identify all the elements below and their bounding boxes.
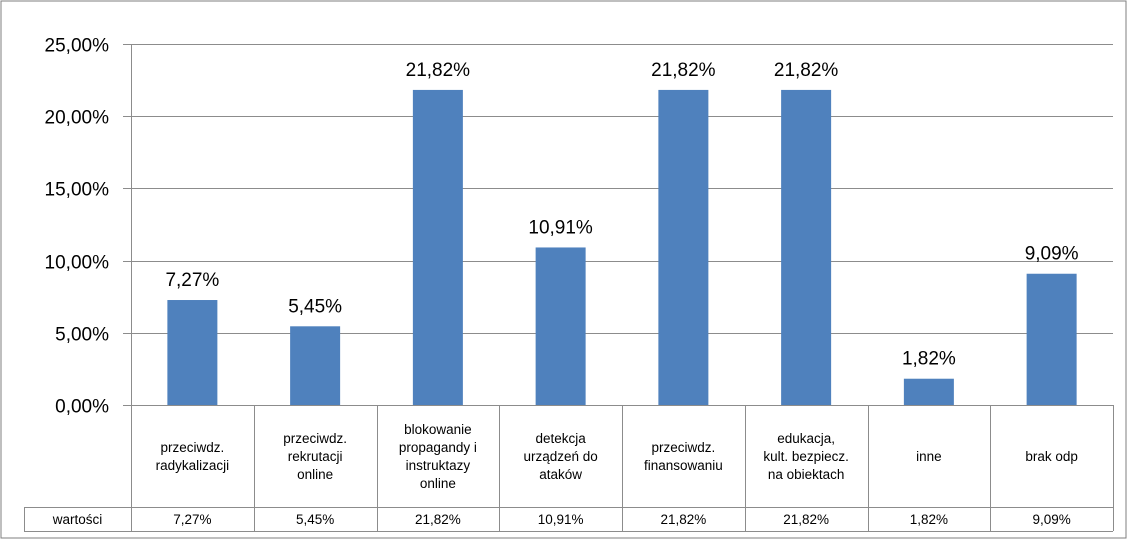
- category-label-line: detekcja: [535, 431, 586, 446]
- category-label: brak odp: [1025, 449, 1078, 464]
- table-value-cell: 1,82%: [910, 512, 948, 527]
- bar: [1026, 273, 1077, 405]
- category-label-line: na obiektach: [768, 467, 845, 482]
- category-label: edukacja, kult. bezpiecz. na obiektach: [763, 431, 849, 482]
- table-value-cell: 10,91%: [538, 512, 584, 527]
- bar: [535, 247, 586, 405]
- category-label-line: ataków: [539, 467, 582, 482]
- category-label-line: przeciwdz.: [283, 431, 347, 446]
- category-label: detekcja urządzeń do ataków: [523, 431, 597, 482]
- category-label-line: inne: [916, 449, 942, 464]
- data-table: wartości przeciwdz. radykalizacji 7,27% prze…: [24, 405, 1114, 532]
- category-label-line: instruktazy: [406, 458, 471, 473]
- category-label-line: finansowaniu: [644, 458, 723, 473]
- data-label: 5,45%: [288, 296, 342, 317]
- category-label: przeciwdz. radykalizacji: [156, 440, 230, 473]
- data-label: 10,91%: [528, 217, 593, 238]
- y-tick-label: 5,00%: [55, 325, 109, 346]
- y-tick-label: 20,00%: [45, 108, 110, 129]
- category-label: przeciwdz. finansowaniu: [644, 440, 723, 473]
- category-label-line: kult. bezpiecz.: [763, 449, 849, 464]
- data-label: 9,09%: [1025, 244, 1079, 265]
- data-label: 1,82%: [902, 349, 956, 370]
- table-value-cell: 21,82%: [783, 512, 829, 527]
- category-label-line: propagandy i: [399, 440, 477, 455]
- table-value-cell: 21,82%: [415, 512, 461, 527]
- y-tick-label: 25,00%: [45, 36, 110, 57]
- bars: [167, 89, 1077, 406]
- category-label-line: przeciwdz.: [651, 440, 715, 455]
- table-value-cell: 5,45%: [296, 512, 334, 527]
- category-label-line: urządzeń do: [523, 449, 597, 464]
- y-tick-label: 15,00%: [45, 180, 110, 201]
- category-label: przeciwdz. rekrutacji online: [283, 431, 347, 482]
- gridlines: [123, 44, 1113, 507]
- y-tick-label: 10,00%: [45, 253, 110, 274]
- data-label: 7,27%: [165, 270, 219, 291]
- category-label-line: rekrutacji: [288, 449, 343, 464]
- category-label: blokowanie propagandy i instruktazy online: [399, 422, 477, 491]
- table-value-cell: 9,09%: [1032, 512, 1070, 527]
- bar: [781, 89, 832, 406]
- category-label-line: brak odp: [1025, 449, 1078, 464]
- bar: [167, 300, 218, 405]
- table-value-cell: 21,82%: [660, 512, 706, 527]
- table-value-cell: 7,27%: [173, 512, 211, 527]
- category-label-line: edukacja,: [777, 431, 835, 446]
- y-axis-ticks: 0,00% 5,00% 10,00% 15,00% 20,00% 25,00%: [45, 36, 110, 418]
- category-label: inne: [916, 449, 942, 464]
- y-tick-label: 0,00%: [55, 397, 109, 418]
- bar: [290, 326, 341, 405]
- data-label: 21,82%: [651, 60, 716, 81]
- bar: [903, 378, 954, 405]
- bar: [658, 89, 709, 406]
- category-label-line: online: [420, 476, 456, 491]
- data-labels: 7,27% 5,45% 21,82% 10,91% 21,82% 21,82% 1,82% 9…: [165, 60, 1078, 370]
- data-label: 21,82%: [774, 60, 839, 81]
- category-label-line: przeciwdz.: [160, 440, 224, 455]
- category-label-line: radykalizacji: [156, 458, 230, 473]
- category-label-line: online: [297, 467, 333, 482]
- category-label-line: blokowanie: [404, 422, 472, 437]
- data-label: 21,82%: [406, 60, 471, 81]
- table-row-label: wartości: [52, 512, 103, 527]
- bar: [412, 89, 463, 406]
